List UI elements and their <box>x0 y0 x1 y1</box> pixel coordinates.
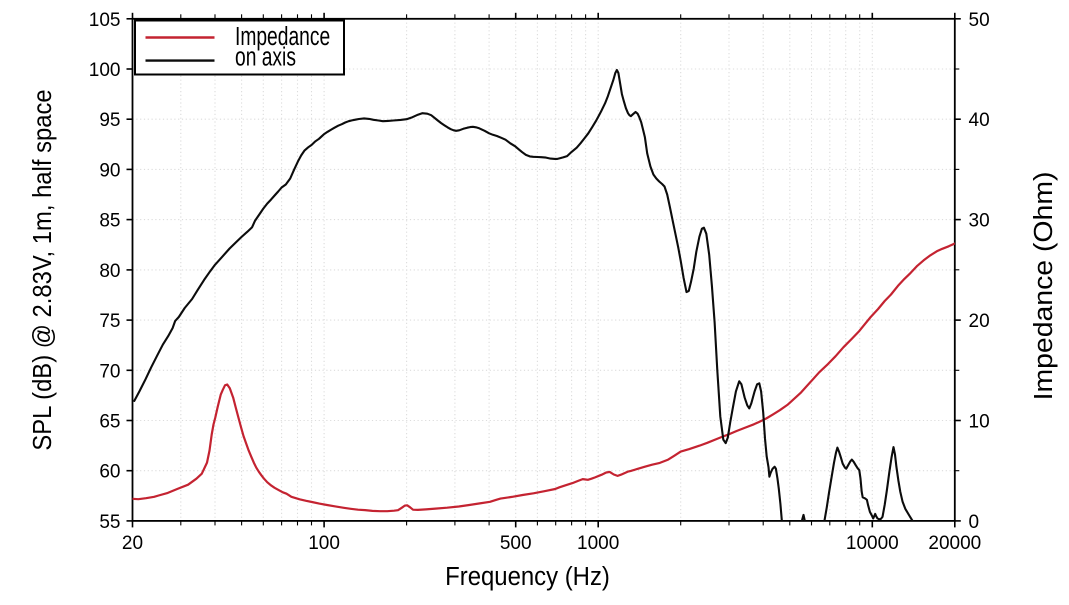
svg-text:105: 105 <box>89 10 121 31</box>
svg-text:0: 0 <box>969 512 980 533</box>
svg-text:Impedance: Impedance <box>235 21 330 51</box>
svg-text:on axis: on axis <box>235 42 296 72</box>
svg-text:65: 65 <box>99 412 120 433</box>
svg-text:10: 10 <box>969 412 990 433</box>
svg-text:Impedance (Ohm): Impedance (Ohm) <box>1028 172 1058 401</box>
svg-text:80: 80 <box>99 261 120 282</box>
svg-text:100: 100 <box>89 60 121 81</box>
svg-text:55: 55 <box>99 512 120 533</box>
svg-text:50: 50 <box>969 10 990 31</box>
svg-text:1000: 1000 <box>577 533 619 554</box>
svg-text:100: 100 <box>308 533 340 554</box>
svg-text:60: 60 <box>99 462 120 483</box>
svg-text:20: 20 <box>122 533 143 554</box>
svg-text:500: 500 <box>500 533 532 554</box>
svg-text:20: 20 <box>969 311 990 332</box>
svg-text:10000: 10000 <box>846 533 899 554</box>
svg-text:85: 85 <box>99 211 120 232</box>
svg-text:75: 75 <box>99 311 120 332</box>
svg-text:30: 30 <box>969 211 990 232</box>
svg-text:SPL (dB) @ 2.83V, 1m, half spa: SPL (dB) @ 2.83V, 1m, half space <box>28 89 57 450</box>
svg-text:40: 40 <box>969 110 990 131</box>
svg-text:70: 70 <box>99 361 120 382</box>
svg-text:95: 95 <box>99 110 120 131</box>
svg-text:90: 90 <box>99 160 120 181</box>
svg-text:Frequency (Hz): Frequency (Hz) <box>445 562 610 591</box>
svg-text:20000: 20000 <box>928 533 981 554</box>
